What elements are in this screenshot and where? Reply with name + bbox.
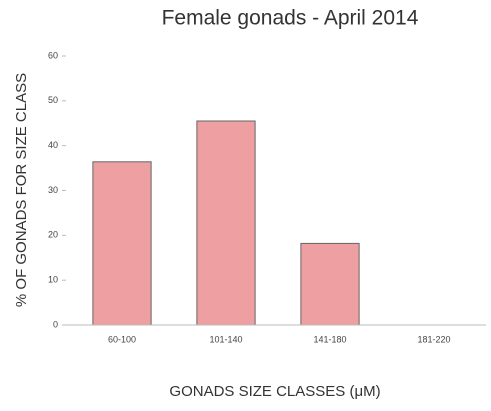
y-tick-label: 0 xyxy=(53,319,58,329)
y-tick-label: 40 xyxy=(48,140,58,150)
y-tick-label: 50 xyxy=(48,95,58,105)
bar xyxy=(92,161,152,326)
x-tick-label: 101-140 xyxy=(209,334,242,344)
x-tick-label: 60-100 xyxy=(108,334,136,344)
y-tick-label: 60 xyxy=(48,50,58,60)
x-tick-label: 141-180 xyxy=(313,334,346,344)
y-axis-label: % OF GONADS FOR SIZE CLASS xyxy=(13,73,30,307)
bar xyxy=(300,242,360,326)
chart-title: Female gonads - April 2014 xyxy=(162,7,419,30)
y-tick-label: 10 xyxy=(48,275,58,285)
bar xyxy=(196,120,256,326)
x-tick-label: 181-220 xyxy=(417,334,450,344)
x-axis-label: GONADS SIZE CLASSES (μM) xyxy=(169,383,380,400)
y-tick-label: 20 xyxy=(48,230,58,240)
y-tick-label: 30 xyxy=(48,185,58,195)
